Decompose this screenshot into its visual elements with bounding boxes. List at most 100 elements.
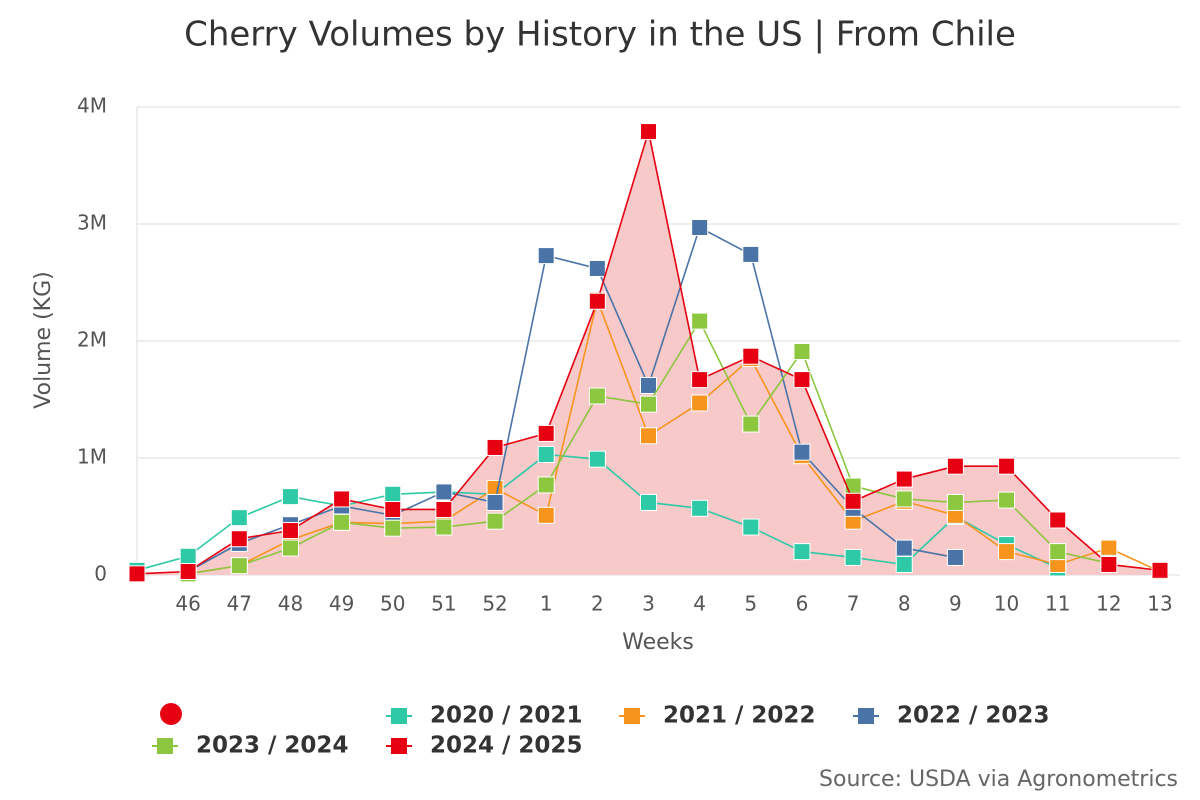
series xyxy=(128,123,1169,583)
point xyxy=(179,547,197,565)
point xyxy=(793,343,811,361)
point xyxy=(946,548,964,566)
point xyxy=(384,519,402,537)
y-tick-label: 1M xyxy=(77,445,107,469)
point xyxy=(793,543,811,561)
point xyxy=(1151,561,1169,579)
legend-label: 2024 / 2025 xyxy=(430,733,582,759)
point xyxy=(793,371,811,389)
area xyxy=(137,131,1160,575)
point xyxy=(588,292,606,310)
x-tick-label: 51 xyxy=(431,592,456,616)
point xyxy=(640,123,657,141)
point xyxy=(1049,511,1067,529)
y-tick-label: 2M xyxy=(77,328,107,352)
point xyxy=(844,548,862,566)
point xyxy=(486,512,504,530)
point xyxy=(742,245,760,263)
point xyxy=(998,457,1016,475)
point xyxy=(230,530,248,548)
x-tick-label: 7 xyxy=(847,592,860,616)
point xyxy=(537,476,555,494)
x-tick-label: 9 xyxy=(949,592,962,616)
x-tick-label: 52 xyxy=(482,592,507,616)
point xyxy=(1049,543,1067,561)
point xyxy=(384,500,402,518)
point xyxy=(486,438,504,456)
point xyxy=(895,539,913,557)
point xyxy=(691,312,709,330)
x-tick-label: 4 xyxy=(693,592,706,616)
point xyxy=(793,443,811,461)
chart-title: Cherry Volumes by History in the US | Fr… xyxy=(184,15,1016,55)
x-tick-label: 5 xyxy=(744,592,757,616)
legend-label: 2020 / 2021 xyxy=(430,703,582,729)
legend-marker xyxy=(157,738,173,754)
legend-marker xyxy=(391,708,407,724)
x-tick-label: 12 xyxy=(1096,592,1121,616)
x-tick-label: 13 xyxy=(1147,592,1172,616)
legend-marker xyxy=(858,708,874,724)
y-tick-label: 4M xyxy=(77,94,107,118)
legend-label: 2022 / 2023 xyxy=(897,703,1049,729)
point xyxy=(742,518,760,536)
point xyxy=(844,492,862,510)
point xyxy=(384,485,402,503)
point xyxy=(435,500,453,518)
point xyxy=(946,493,964,511)
x-tick-label: 6 xyxy=(796,592,809,616)
x-tick-label: 50 xyxy=(380,592,405,616)
point xyxy=(691,219,709,237)
point xyxy=(742,347,760,365)
point xyxy=(588,387,606,405)
x-tick-label: 48 xyxy=(278,592,303,616)
point xyxy=(691,499,709,517)
point xyxy=(895,470,913,488)
x-tick-label: 11 xyxy=(1045,592,1070,616)
source: Source: USDA via Agronometrics xyxy=(819,767,1178,792)
point xyxy=(895,555,913,573)
point xyxy=(742,415,760,433)
x-tick-label: 2 xyxy=(591,592,604,616)
point xyxy=(486,493,504,511)
point xyxy=(588,259,606,277)
point xyxy=(640,376,657,394)
legend-label: 2021 / 2022 xyxy=(663,703,815,729)
point xyxy=(640,395,657,413)
legend-marker xyxy=(624,708,640,724)
point xyxy=(895,490,913,508)
point xyxy=(281,539,299,557)
point xyxy=(691,371,709,389)
legend-marker xyxy=(391,738,407,754)
point xyxy=(1100,555,1118,573)
point xyxy=(333,513,351,531)
point xyxy=(281,488,299,506)
point xyxy=(179,562,197,580)
point xyxy=(230,557,248,575)
y-axis-title: Volume (KG) xyxy=(31,271,56,408)
series xyxy=(128,445,1067,579)
point xyxy=(998,543,1016,561)
x-tick-label: 3 xyxy=(642,592,655,616)
point xyxy=(691,394,709,412)
legend-label: 2023 / 2024 xyxy=(196,733,348,759)
y-tick-label: 3M xyxy=(77,211,107,235)
point xyxy=(230,509,248,527)
point xyxy=(946,457,964,475)
point xyxy=(128,565,146,583)
point xyxy=(640,493,657,511)
point xyxy=(435,483,453,501)
point xyxy=(537,506,555,524)
point xyxy=(537,445,555,463)
point xyxy=(998,491,1016,509)
y-tick-label: 0 xyxy=(94,562,107,586)
x-axis-title: Weeks xyxy=(622,630,694,655)
x-tick-label: 8 xyxy=(898,592,911,616)
x-tick-label: 1 xyxy=(540,592,553,616)
x-tick-label: 46 xyxy=(175,592,200,616)
point xyxy=(333,490,351,508)
point xyxy=(537,247,555,265)
point xyxy=(640,427,657,445)
x-tick-label: 10 xyxy=(994,592,1019,616)
point xyxy=(588,450,606,468)
